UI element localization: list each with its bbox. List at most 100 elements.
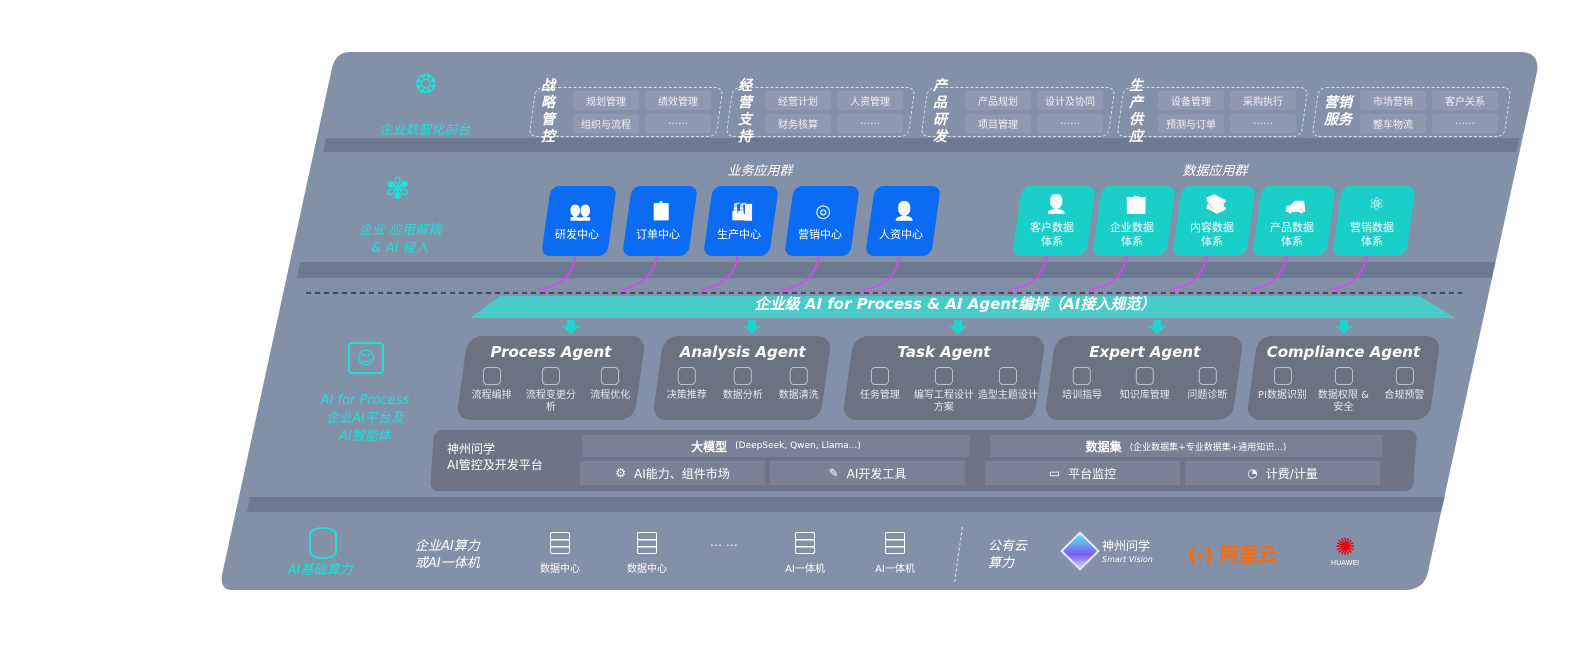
front-item[interactable]: …… <box>1432 114 1498 133</box>
gauge-icon: ◔ <box>1247 466 1258 480</box>
platform-cell-devtools[interactable]: ✎ AI开发工具 <box>770 461 965 485</box>
server-icon <box>795 532 815 554</box>
front-item[interactable]: 规划管理 <box>573 91 639 110</box>
data-apps-title: 数据应用群 <box>1182 164 1248 179</box>
clipboard-icon: 📋 <box>650 200 673 222</box>
capability-icon <box>1073 367 1092 385</box>
business-app-card[interactable]: 👤 人资中心 <box>865 186 941 256</box>
agent-card[interactable]: Compliance Agent PI数据识别 数据权限 & 安全 合规预警 <box>1246 336 1441 420</box>
front-item[interactable]: 设计及协同 <box>1037 91 1103 110</box>
front-item[interactable]: 整车物流 <box>1360 114 1426 133</box>
data-app-card[interactable]: ⚛ 营销数据体系 <box>1332 186 1416 256</box>
platform-cell-market[interactable]: ⚙ AI能力、组件市场 <box>580 461 765 485</box>
server-item: AI一体机 <box>770 532 840 575</box>
front-item[interactable]: 设备管理 <box>1158 91 1224 110</box>
capability-icon <box>541 367 560 385</box>
front-group: 经营支持 经营计划 人资管理 财务核算…… <box>725 78 916 145</box>
front-item[interactable]: 财务核算 <box>765 114 831 133</box>
business-app-card[interactable]: 🏭 生产中心 <box>703 186 779 256</box>
agent-capability: 流程变更分析 <box>522 367 581 414</box>
agent-capability: 知识库管理 <box>1114 367 1176 402</box>
platform-title: 神州问学 AI管控及开发平台 <box>447 442 543 472</box>
server-item: AI一体机 <box>860 532 930 575</box>
layer-divider <box>323 138 1520 152</box>
building-icon: 🏢 <box>1125 193 1148 215</box>
front-group: 营销服务 市场营销 客户关系 整车物流…… <box>1311 87 1512 137</box>
capability-icon <box>677 367 696 385</box>
agent-card[interactable]: Task Agent 任务管理 编写工程设计方案 造型主题设计 <box>842 336 1046 420</box>
agent-capability: 问题诊断 <box>1176 367 1238 402</box>
front-item[interactable]: 采购执行 <box>1230 91 1296 110</box>
orchestration-band <box>470 296 1455 318</box>
infra-label: AI基础算力 <box>287 563 353 578</box>
molecule-icon: ✾ <box>385 172 411 207</box>
server-icon <box>550 532 570 554</box>
capability-icon <box>601 367 620 385</box>
capability-icon <box>1135 367 1154 385</box>
business-app-card[interactable]: ◎ 营销中心 <box>784 186 860 256</box>
data-app-card[interactable]: 🚙 产品数据体系 <box>1252 186 1336 256</box>
front-item[interactable]: 客户关系 <box>1432 91 1498 110</box>
business-app-card[interactable]: 👥 研发中心 <box>541 186 617 256</box>
agent-capability: 造型主题设计 <box>976 367 1039 414</box>
business-app-card[interactable]: 📋 订单中心 <box>622 186 698 256</box>
agent-card[interactable]: Expert Agent 培训指导 知识库管理 问题诊断 <box>1044 336 1244 420</box>
front-item[interactable]: 市场营销 <box>1360 91 1426 110</box>
front-item[interactable]: 人资管理 <box>837 91 903 110</box>
front-item[interactable]: 项目管理 <box>965 114 1031 133</box>
layer-divider <box>247 497 1445 512</box>
agent-capability: 数据分析 <box>715 367 770 402</box>
agent-capability: 流程优化 <box>581 367 640 414</box>
agent-capability: 数据清洗 <box>771 367 826 402</box>
devtools-icon: ✎ <box>828 466 839 480</box>
data-app-card[interactable]: 🏢 企业数据体系 <box>1092 186 1176 256</box>
capability-icon <box>998 367 1017 385</box>
dataset-header: 数据集 (企业数据集+专业数据集+通用知识...) <box>990 435 1382 457</box>
capability-icon <box>1273 367 1292 385</box>
face-scan-icon: ☺ <box>348 342 384 374</box>
capability-icon <box>870 367 889 385</box>
agent-card[interactable]: Analysis Agent 决策推荐 数据分析 数据清洗 <box>652 336 832 420</box>
agent-capability: 培训指导 <box>1051 367 1113 402</box>
target-icon: ◎ <box>815 200 832 222</box>
agent-capability: 合规预警 <box>1374 367 1434 414</box>
front-item[interactable]: 组织与流程 <box>573 114 639 133</box>
atom-icon: ⚛ <box>1368 193 1385 215</box>
server-icon <box>885 532 905 554</box>
ai-label: AI for Process 企业AI平台及 AI智能体 <box>320 393 410 444</box>
front-item[interactable]: 产品规划 <box>965 91 1031 110</box>
huawei-logo-icon: ✺ <box>1334 533 1356 561</box>
ellipsis: … … <box>710 535 738 549</box>
server-item: 数据中心 <box>525 532 595 575</box>
orchestration-title: 企业级 AI for Process & AI Agent编排（AI接入规范） <box>754 295 1156 313</box>
front-item[interactable]: …… <box>837 114 903 133</box>
capability-icon <box>1334 367 1353 385</box>
server-item: 数据中心 <box>612 532 682 575</box>
vendor-smart-vision: 神州问学 Smart Vision <box>1102 539 1153 565</box>
front-item[interactable]: 预测与订单 <box>1158 114 1224 133</box>
agent-capability: 数据权限 & 安全 <box>1313 367 1373 414</box>
down-arrows <box>562 320 1353 334</box>
database-icon <box>309 527 337 559</box>
agent-capability: PI数据识别 <box>1252 367 1312 414</box>
agent-capability: 决策推荐 <box>659 367 714 402</box>
front-label: 企业数智化前台 <box>379 123 471 138</box>
capability-icon <box>1395 367 1414 385</box>
front-item[interactable]: 经营计划 <box>765 91 831 110</box>
front-item[interactable]: …… <box>645 114 711 133</box>
front-group: 产品研发 产品规划 设计及协同 项目管理…… <box>920 78 1116 145</box>
laptop-icon: ▭ <box>1048 466 1061 480</box>
capability-icon <box>789 367 808 385</box>
apps-label: 企业 应用解耦 & AI 侵入 <box>358 223 442 256</box>
data-app-card[interactable]: 👤 客户数据体系 <box>1012 186 1096 256</box>
data-app-card[interactable]: 📚 内容数据体系 <box>1172 186 1256 256</box>
component-market-icon: ⚙ <box>615 466 626 480</box>
platform-cell-billing[interactable]: ◔ 计费/计量 <box>1185 461 1380 485</box>
public-cloud-label: 公有云 算力 <box>988 539 1028 571</box>
agent-card[interactable]: Process Agent 流程编排 流程变更分析 流程优化 <box>456 336 646 420</box>
front-item[interactable]: …… <box>1230 114 1296 133</box>
front-item[interactable]: …… <box>1037 114 1103 133</box>
front-item[interactable]: 绩效管理 <box>645 91 711 110</box>
capability-icon <box>934 367 953 385</box>
platform-cell-monitor[interactable]: ▭ 平台监控 <box>985 461 1180 485</box>
